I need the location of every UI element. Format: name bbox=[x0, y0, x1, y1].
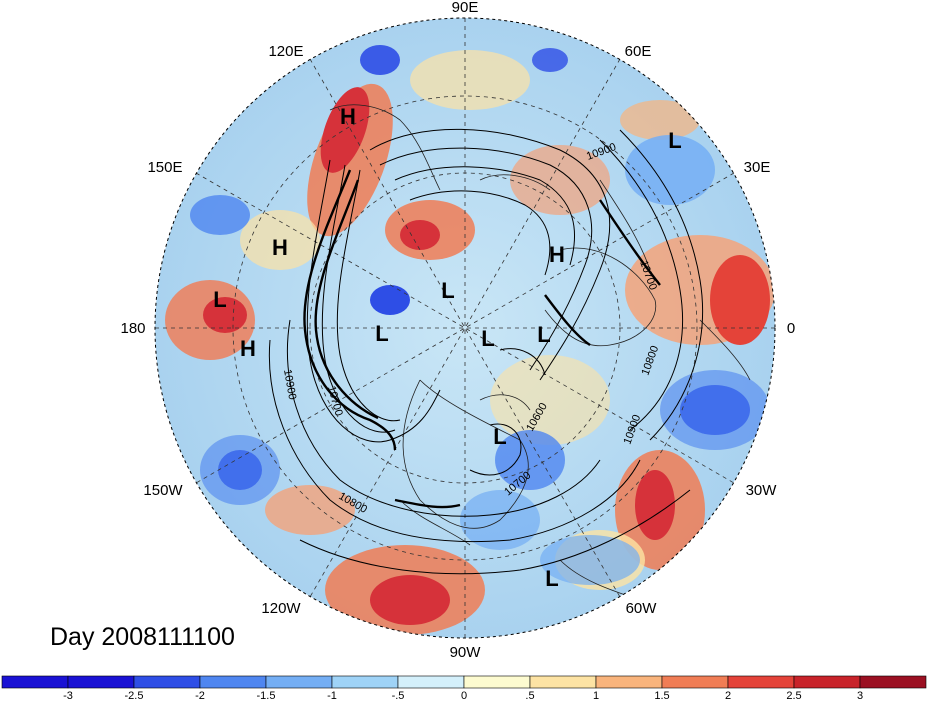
colorbar-tick-label: 1 bbox=[593, 690, 599, 702]
colorbar-swatch bbox=[727, 675, 795, 689]
colorbar-tick-label: 0 bbox=[461, 690, 467, 702]
colorbar-swatch bbox=[265, 675, 333, 689]
colorbar-tick-label: 1.5 bbox=[654, 690, 669, 702]
label-90e: 90E bbox=[452, 0, 479, 16]
jet-axis bbox=[303, 169, 661, 509]
colorbar-tick-label: .5 bbox=[525, 690, 534, 702]
colorbar-tick-label: -2 bbox=[195, 690, 205, 702]
colorbar-tick-label: 2.5 bbox=[786, 690, 801, 702]
pressure-center: L bbox=[537, 322, 550, 347]
anomaly-field bbox=[155, 18, 775, 638]
label-0: 0 bbox=[787, 320, 795, 337]
label-150w: 150W bbox=[143, 482, 183, 499]
map-boundary bbox=[154, 17, 776, 639]
colorbar-swatch bbox=[661, 675, 729, 689]
colorbar-tick-label: -1 bbox=[327, 690, 337, 702]
colorbar-swatch bbox=[793, 675, 861, 689]
label-30e: 30E bbox=[744, 159, 771, 176]
colorbar-swatch bbox=[199, 675, 267, 689]
plot-title: Day 2008111100 bbox=[50, 623, 235, 651]
colorbar: -3 -2.5 -2 -1.5 -1 -.5 0 .5 1 1.5 2 2.5 3 bbox=[1, 675, 927, 702]
graticule bbox=[155, 18, 775, 638]
label-90w: 90W bbox=[450, 644, 482, 661]
pressure-center: L bbox=[668, 128, 681, 153]
colorbar-tick-label: -2.5 bbox=[125, 690, 144, 702]
pressure-center: H bbox=[340, 104, 356, 129]
pressure-center: L bbox=[481, 326, 494, 351]
label-120e: 120E bbox=[268, 43, 303, 60]
height-contours bbox=[268, 128, 703, 575]
colorbar-swatch bbox=[529, 675, 597, 689]
pressure-center: L bbox=[545, 566, 558, 591]
label-120w: 120W bbox=[261, 600, 301, 617]
colorbar-tick-label: 2 bbox=[725, 690, 731, 702]
pressure-center: L bbox=[441, 278, 454, 303]
colorbar-tick-label: -1.5 bbox=[257, 690, 276, 702]
label-180: 180 bbox=[120, 320, 145, 337]
label-30w: 30W bbox=[746, 482, 778, 499]
pressure-center: H bbox=[549, 242, 565, 267]
colorbar-tick-label: -3 bbox=[63, 690, 73, 702]
colorbar-swatch bbox=[331, 675, 399, 689]
label-150e: 150E bbox=[147, 159, 182, 176]
label-60e: 60E bbox=[625, 43, 652, 60]
pressure-center: H bbox=[240, 336, 256, 361]
contour-label: 10900 bbox=[281, 368, 298, 400]
colorbar-swatch bbox=[133, 675, 201, 689]
colorbar-swatch bbox=[397, 675, 465, 689]
label-60w: 60W bbox=[626, 600, 658, 617]
pressure-center: L bbox=[213, 287, 226, 312]
pressure-centers: H L H L H H L L L L L L bbox=[213, 104, 681, 591]
colorbar-tick-label: 3 bbox=[857, 690, 863, 702]
colorbar-swatch bbox=[595, 675, 663, 689]
pressure-center: H bbox=[272, 235, 288, 260]
colorbar-swatch bbox=[859, 675, 927, 689]
colorbar-swatch bbox=[67, 675, 135, 689]
pressure-center: L bbox=[493, 424, 506, 449]
pressure-center: L bbox=[375, 321, 388, 346]
colorbar-swatch bbox=[1, 675, 69, 689]
colorbar-swatch bbox=[463, 675, 531, 689]
colorbar-tick-label: -.5 bbox=[392, 690, 405, 702]
